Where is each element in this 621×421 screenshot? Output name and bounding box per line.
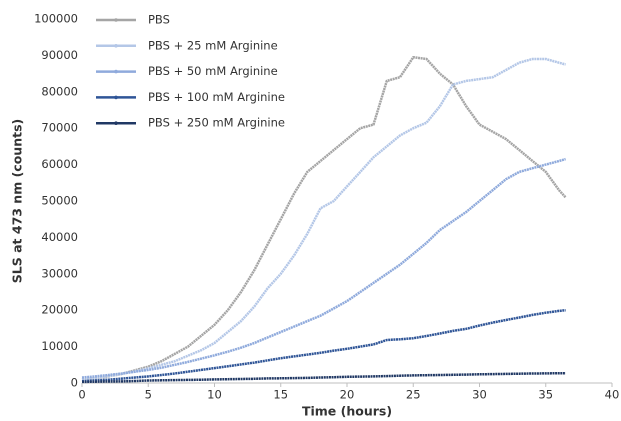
legend-label: PBS + 250 mM Arginine (148, 116, 285, 130)
y-tick-label: 10000 (41, 339, 78, 353)
y-tick-label: 30000 (41, 266, 78, 280)
x-tick-label: 0 (78, 388, 85, 402)
legend-marker (114, 69, 118, 74)
y-tick-label: 90000 (41, 48, 78, 62)
legend-marker (114, 44, 118, 48)
x-tick-label: 40 (605, 388, 620, 402)
x-tick-label: 15 (273, 388, 288, 402)
legend-marker (114, 121, 118, 125)
series-line (81, 308, 566, 383)
y-tick-label: 80000 (41, 84, 78, 98)
x-tick-label: 10 (207, 388, 222, 402)
y-tick-label: 60000 (41, 157, 78, 171)
legend-marker (114, 95, 118, 100)
x-tick-label: 20 (340, 388, 355, 402)
legend-label: PBS + 50 mM Arginine (148, 64, 278, 78)
legend-label: PBS + 100 mM Arginine (148, 90, 285, 104)
x-tick-label: 5 (145, 388, 152, 402)
y-tick-label: 70000 (41, 121, 78, 135)
x-axis-title: Time (hours) (302, 404, 392, 419)
y-tick-label: 0 (71, 376, 78, 390)
x-tick-label: 25 (406, 388, 421, 402)
y-tick-label: 20000 (41, 303, 78, 317)
y-tick-label: 50000 (41, 194, 78, 208)
series-line (81, 371, 566, 384)
y-axis-title: SLS at 473 nm (counts) (10, 119, 25, 283)
legend-marker (114, 18, 118, 22)
y-tick-label: 40000 (41, 230, 78, 244)
legend-label: PBS + 25 mM Arginine (148, 38, 278, 52)
series-line (81, 57, 566, 381)
series-line (81, 55, 567, 381)
y-tick-label: 100000 (34, 12, 78, 26)
x-tick-label: 35 (538, 388, 553, 402)
legend-label: PBS (148, 13, 170, 27)
series-line (81, 157, 566, 379)
x-tick-label: 30 (472, 388, 487, 402)
